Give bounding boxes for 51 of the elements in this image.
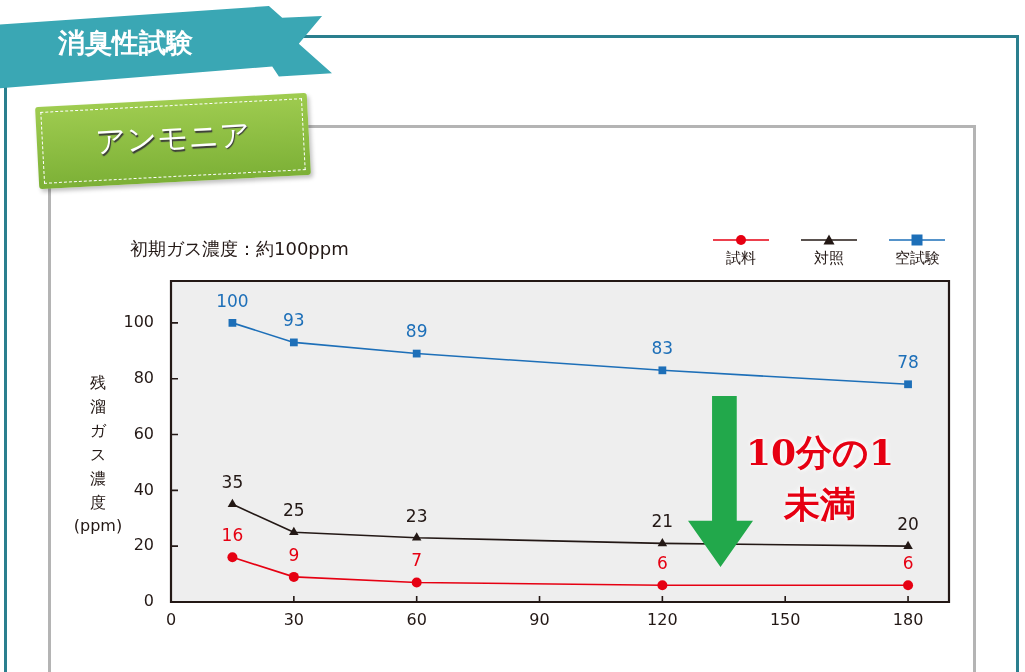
point [903, 540, 913, 549]
y-tick-label: 80 [133, 367, 154, 387]
y-tick-label: 100 [123, 312, 154, 332]
y-tick-label: 20 [133, 535, 154, 555]
y-axis-title: 残溜ガス濃度 (ppm) [73, 372, 123, 537]
y-tick-label: 60 [133, 423, 154, 443]
annotation: 10分の1 未満 [745, 431, 895, 525]
point [411, 577, 422, 588]
legend-label: 試料 [726, 248, 756, 267]
data-label: 21 [651, 511, 674, 532]
data-label: 89 [405, 321, 428, 342]
point [411, 532, 422, 541]
legend-label: 空試験 [894, 248, 940, 267]
point [657, 580, 668, 591]
point [227, 552, 238, 563]
point [904, 380, 912, 389]
data-label: 6 [902, 553, 914, 574]
x-tick-label: 90 [529, 609, 550, 629]
x-tick-label: 60 [406, 609, 427, 629]
data-label: 16 [221, 525, 244, 546]
data-label: 78 [897, 352, 919, 373]
point [658, 366, 667, 375]
y-tick-label: 40 [133, 479, 154, 499]
data-label: 25 [283, 500, 305, 521]
data-label: 7 [411, 550, 423, 571]
point [289, 526, 299, 535]
chart-subtitle: アンモニア [93, 114, 253, 162]
x-tick-label: 180 [892, 609, 924, 629]
text: 初期ガス濃度：約100ppm [130, 237, 349, 261]
data-label: 35 [221, 472, 244, 493]
x-tick-label: 120 [647, 609, 678, 629]
data-label: 6 [656, 553, 668, 574]
data-label: 83 [651, 338, 674, 359]
x-tick-label: 30 [283, 609, 305, 629]
x-tick-label: 150 [769, 609, 801, 629]
chart-title: 消臭性試験 [58, 26, 193, 60]
point [288, 571, 299, 582]
x-tick-label: 0 [165, 609, 177, 629]
point [228, 318, 237, 327]
data-label: 100 [216, 290, 249, 311]
data-label: 20 [897, 514, 919, 535]
point [657, 537, 668, 547]
legend-label: 対照 [814, 248, 844, 267]
point [903, 580, 914, 591]
data-label: 93 [283, 310, 305, 331]
point [289, 338, 298, 347]
data-label: 23 [405, 505, 428, 526]
data-label: 9 [288, 544, 300, 565]
y-tick-label: 0 [143, 591, 154, 611]
point [412, 349, 421, 358]
point [227, 498, 238, 508]
